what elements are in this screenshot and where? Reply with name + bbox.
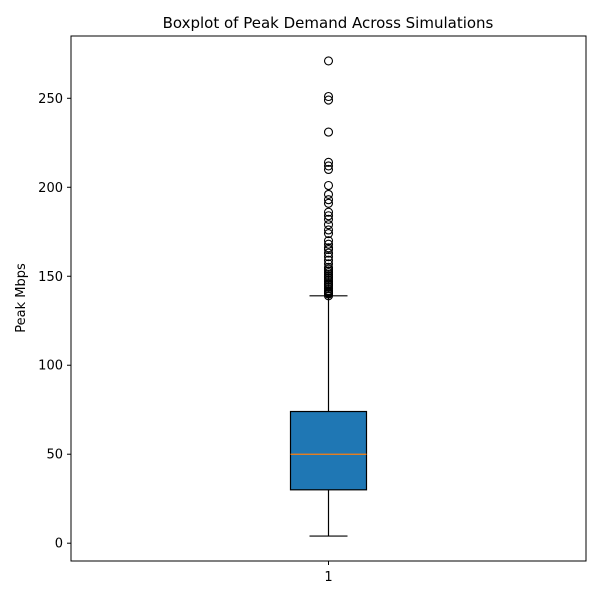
y-axis-label: Peak Mbps	[14, 263, 29, 333]
outlier-point	[323, 164, 334, 175]
outlier-point	[323, 157, 334, 167]
outlier-point	[323, 239, 334, 249]
outlier-point	[323, 207, 334, 217]
outlier-point	[323, 211, 334, 221]
outlier-point	[323, 259, 334, 269]
outlier-point	[323, 95, 334, 105]
outlier-point	[323, 127, 334, 137]
y-tick-label: 100	[38, 359, 63, 374]
outlier-point	[323, 255, 334, 265]
iqr-box	[289, 410, 368, 491]
chart-title: Boxplot of Peak Demand Across Simulation…	[163, 14, 494, 32]
outlier-point	[323, 198, 334, 208]
outlier-point	[323, 180, 334, 191]
outlier-point	[323, 225, 334, 235]
x-tick-label: 1	[324, 570, 332, 585]
outlier-point	[323, 228, 334, 239]
outlier-point	[323, 220, 334, 230]
plot-frame	[70, 35, 587, 562]
y-tick-label: 250	[38, 92, 63, 107]
outlier-point	[323, 214, 334, 224]
outlier-point	[323, 161, 334, 171]
outlier-point	[323, 56, 334, 66]
plot-layer: 0 50 100 150 200 250 1	[38, 56, 368, 585]
outlier-point	[323, 236, 334, 246]
y-tick-label: 0	[55, 537, 63, 552]
outlier-point	[323, 262, 334, 272]
outlier-point	[323, 243, 334, 253]
y-tick-label: 200	[38, 181, 63, 196]
y-tick-label: 150	[38, 270, 63, 285]
outlier-point	[323, 189, 334, 199]
outlier-point	[323, 248, 334, 258]
y-tick-label: 50	[46, 448, 63, 463]
outlier-point	[323, 195, 334, 205]
outlier-point	[323, 91, 334, 102]
outlier-point	[323, 252, 334, 262]
